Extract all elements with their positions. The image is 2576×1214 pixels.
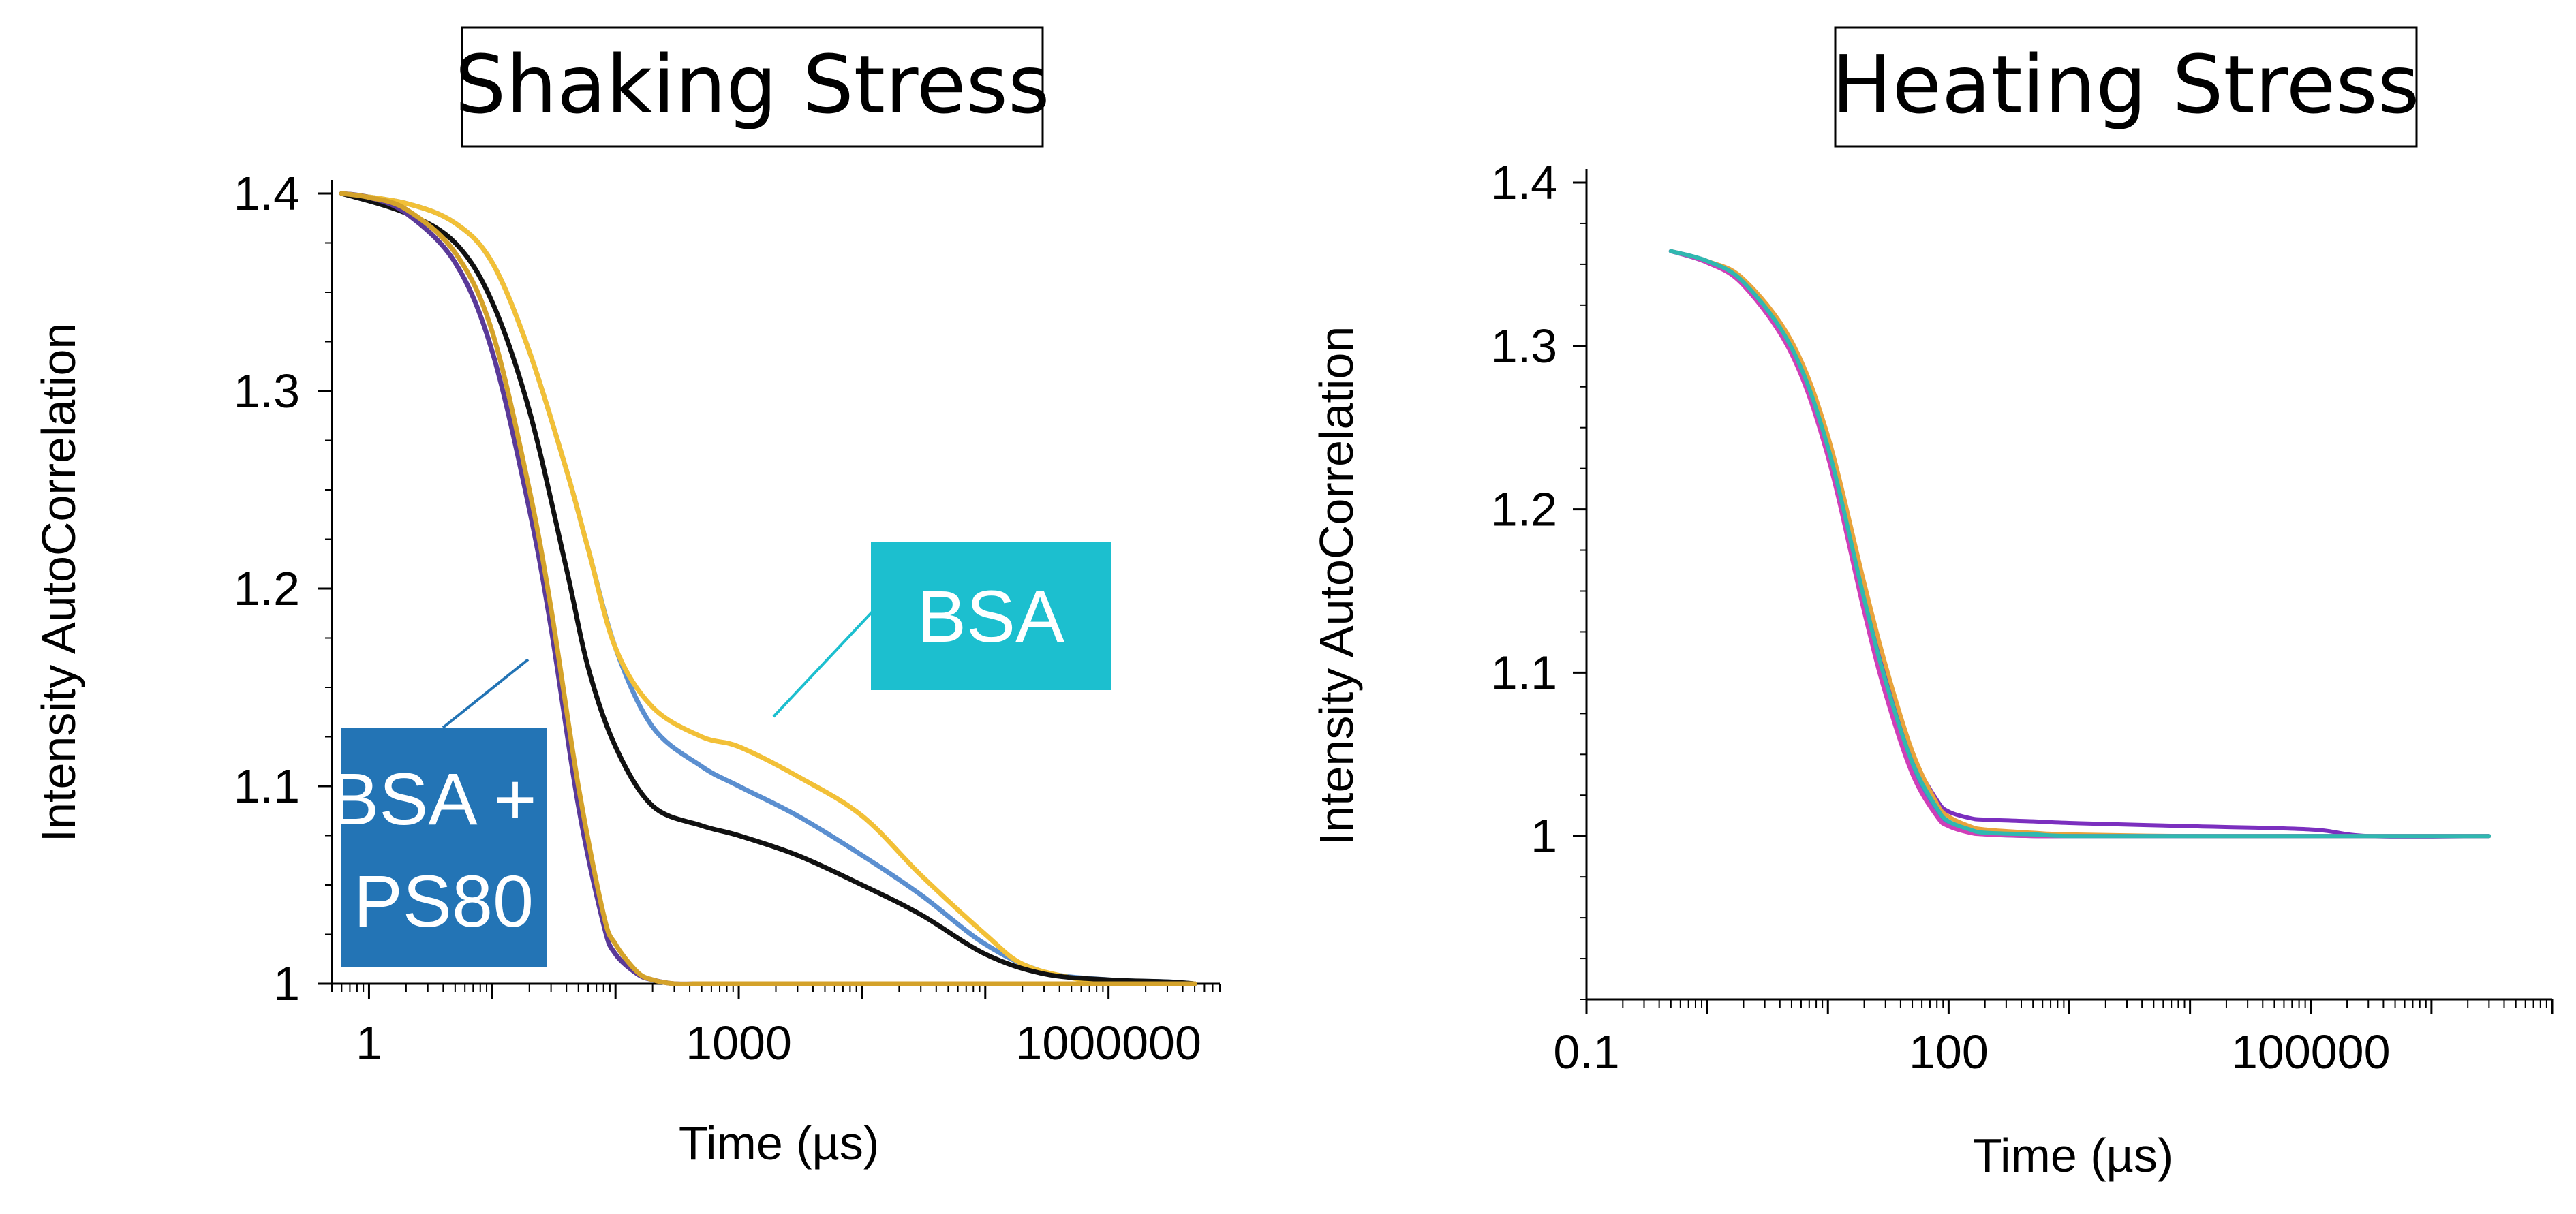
right-panel: Heating Stress Intensity AutoCorrelation…	[1310, 26, 2554, 1182]
annotation-bsa: BSA	[772, 542, 1111, 718]
annotation-bsa-ps80-leader	[442, 658, 530, 729]
right-series-line-1	[1668, 249, 2491, 839]
annotation-bsa-ps80-box	[341, 728, 547, 967]
left-series	[339, 191, 1197, 986]
left-title-box	[461, 26, 1044, 148]
right-axes: 1 1.1 1.2 1.3 1.4 0.1 100 100000	[1491, 156, 2554, 1078]
annotation-bsa-ps80-line1: BSA +	[330, 758, 536, 840]
left-series-line-2	[339, 191, 1197, 986]
left-y-tick-label: 1.1	[234, 760, 300, 813]
left-chart-title: Shaking Stress	[455, 37, 1050, 131]
annotation-bsa-ps80-line2: PS80	[354, 860, 534, 942]
left-y-tick-label: 1.4	[234, 167, 300, 220]
right-chart-title: Heating Stress	[1832, 37, 2420, 131]
annotation-bsa-box	[871, 542, 1111, 690]
right-y-tick-label: 1.3	[1491, 320, 1557, 373]
left-y-tick-label: 1.3	[234, 364, 300, 418]
right-series-line-3	[1668, 249, 2491, 839]
right-y-axis-label: Intensity AutoCorrelation	[1310, 326, 1363, 846]
right-x-tick-label: 100000	[2231, 1025, 2391, 1078]
right-series	[1668, 249, 2491, 839]
right-title-box	[1834, 26, 2418, 148]
left-x-axis-label: Time (µs)	[679, 1117, 879, 1170]
annotation-bsa-ps80: BSA + PS80	[330, 658, 557, 967]
left-axes: 1 1.1 1.2 1.3 1.4 1 1000 1000000	[234, 167, 1221, 1070]
left-panel: Shaking Stress Intensity AutoCorrelation…	[32, 26, 1221, 1170]
left-x-tick-label: 1000	[686, 1016, 792, 1070]
right-x-tick-label: 0.1	[1553, 1025, 1619, 1078]
annotation-bsa-ps80-label: BSA + PS80	[330, 758, 557, 942]
annotation-bsa-leader	[772, 610, 874, 718]
right-series-line-5	[1668, 249, 2491, 839]
left-y-tick-label: 1.2	[234, 562, 300, 615]
left-x-tick-label: 1	[356, 1016, 382, 1070]
left-series-line-3	[339, 191, 1197, 986]
annotation-bsa-label: BSA	[917, 575, 1064, 657]
right-y-tick-label: 1.2	[1491, 483, 1557, 536]
right-series-line-4	[1668, 249, 2491, 839]
left-y-tick-label: 1	[273, 957, 300, 1010]
right-y-tick-label: 1.1	[1491, 646, 1557, 699]
right-x-axis-label: Time (µs)	[1973, 1129, 2173, 1182]
right-x-tick-label: 100	[1909, 1025, 1989, 1078]
right-y-tick-label: 1	[1531, 809, 1557, 862]
right-y-tick-label: 1.4	[1491, 156, 1557, 209]
right-series-line-2	[1668, 249, 2491, 839]
left-y-axis-label: Intensity AutoCorrelation	[32, 323, 85, 843]
left-x-tick-label: 1000000	[1015, 1016, 1201, 1070]
left-series-line-5	[339, 191, 1197, 986]
